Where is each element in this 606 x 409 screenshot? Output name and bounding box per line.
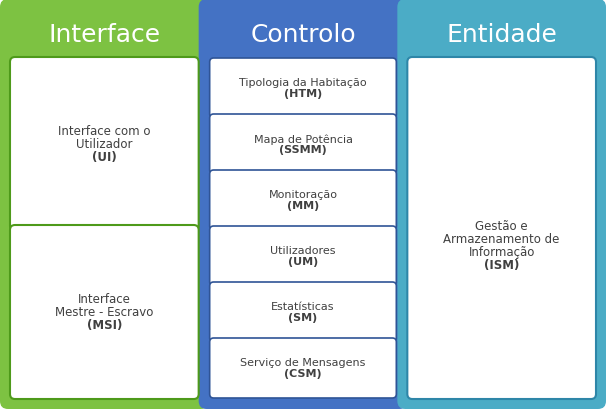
Text: Informação: Informação bbox=[468, 245, 535, 258]
Text: (UI): (UI) bbox=[92, 151, 117, 164]
FancyBboxPatch shape bbox=[210, 59, 396, 119]
Text: (UM): (UM) bbox=[288, 257, 318, 267]
Text: (MM): (MM) bbox=[287, 201, 319, 211]
FancyBboxPatch shape bbox=[10, 225, 199, 399]
FancyBboxPatch shape bbox=[210, 227, 396, 286]
Text: Interface: Interface bbox=[48, 23, 161, 47]
Text: Mestre - Escravo: Mestre - Escravo bbox=[55, 306, 153, 319]
Text: Gestão e: Gestão e bbox=[475, 219, 528, 232]
FancyBboxPatch shape bbox=[0, 0, 208, 409]
Text: (HTM): (HTM) bbox=[284, 89, 322, 99]
Text: Armazenamento de: Armazenamento de bbox=[444, 232, 560, 245]
FancyBboxPatch shape bbox=[407, 58, 596, 399]
Text: (SSMM): (SSMM) bbox=[279, 145, 327, 155]
Text: Utilizador: Utilizador bbox=[76, 138, 133, 151]
Text: (CSM): (CSM) bbox=[284, 369, 322, 379]
Text: Interface com o: Interface com o bbox=[58, 125, 150, 138]
Text: Estatísticas: Estatísticas bbox=[271, 302, 335, 312]
Text: Tipologia da Habitação: Tipologia da Habitação bbox=[239, 78, 367, 88]
Text: Interface: Interface bbox=[78, 293, 131, 306]
Text: (MSI): (MSI) bbox=[87, 319, 122, 332]
FancyBboxPatch shape bbox=[10, 58, 199, 231]
FancyBboxPatch shape bbox=[210, 338, 396, 398]
Text: Utilizadores: Utilizadores bbox=[270, 246, 336, 256]
FancyBboxPatch shape bbox=[398, 0, 606, 409]
FancyBboxPatch shape bbox=[210, 115, 396, 175]
Text: Entidade: Entidade bbox=[446, 23, 557, 47]
FancyBboxPatch shape bbox=[210, 282, 396, 342]
FancyBboxPatch shape bbox=[210, 171, 396, 230]
Text: Mapa de Potência: Mapa de Potência bbox=[253, 134, 353, 144]
Text: Controlo: Controlo bbox=[250, 23, 356, 47]
FancyBboxPatch shape bbox=[199, 0, 407, 409]
Text: Serviço de Mensagens: Serviço de Mensagens bbox=[241, 357, 365, 368]
Text: (SM): (SM) bbox=[288, 313, 318, 323]
Text: (ISM): (ISM) bbox=[484, 258, 519, 271]
Text: Monitoração: Monitoração bbox=[268, 190, 338, 200]
